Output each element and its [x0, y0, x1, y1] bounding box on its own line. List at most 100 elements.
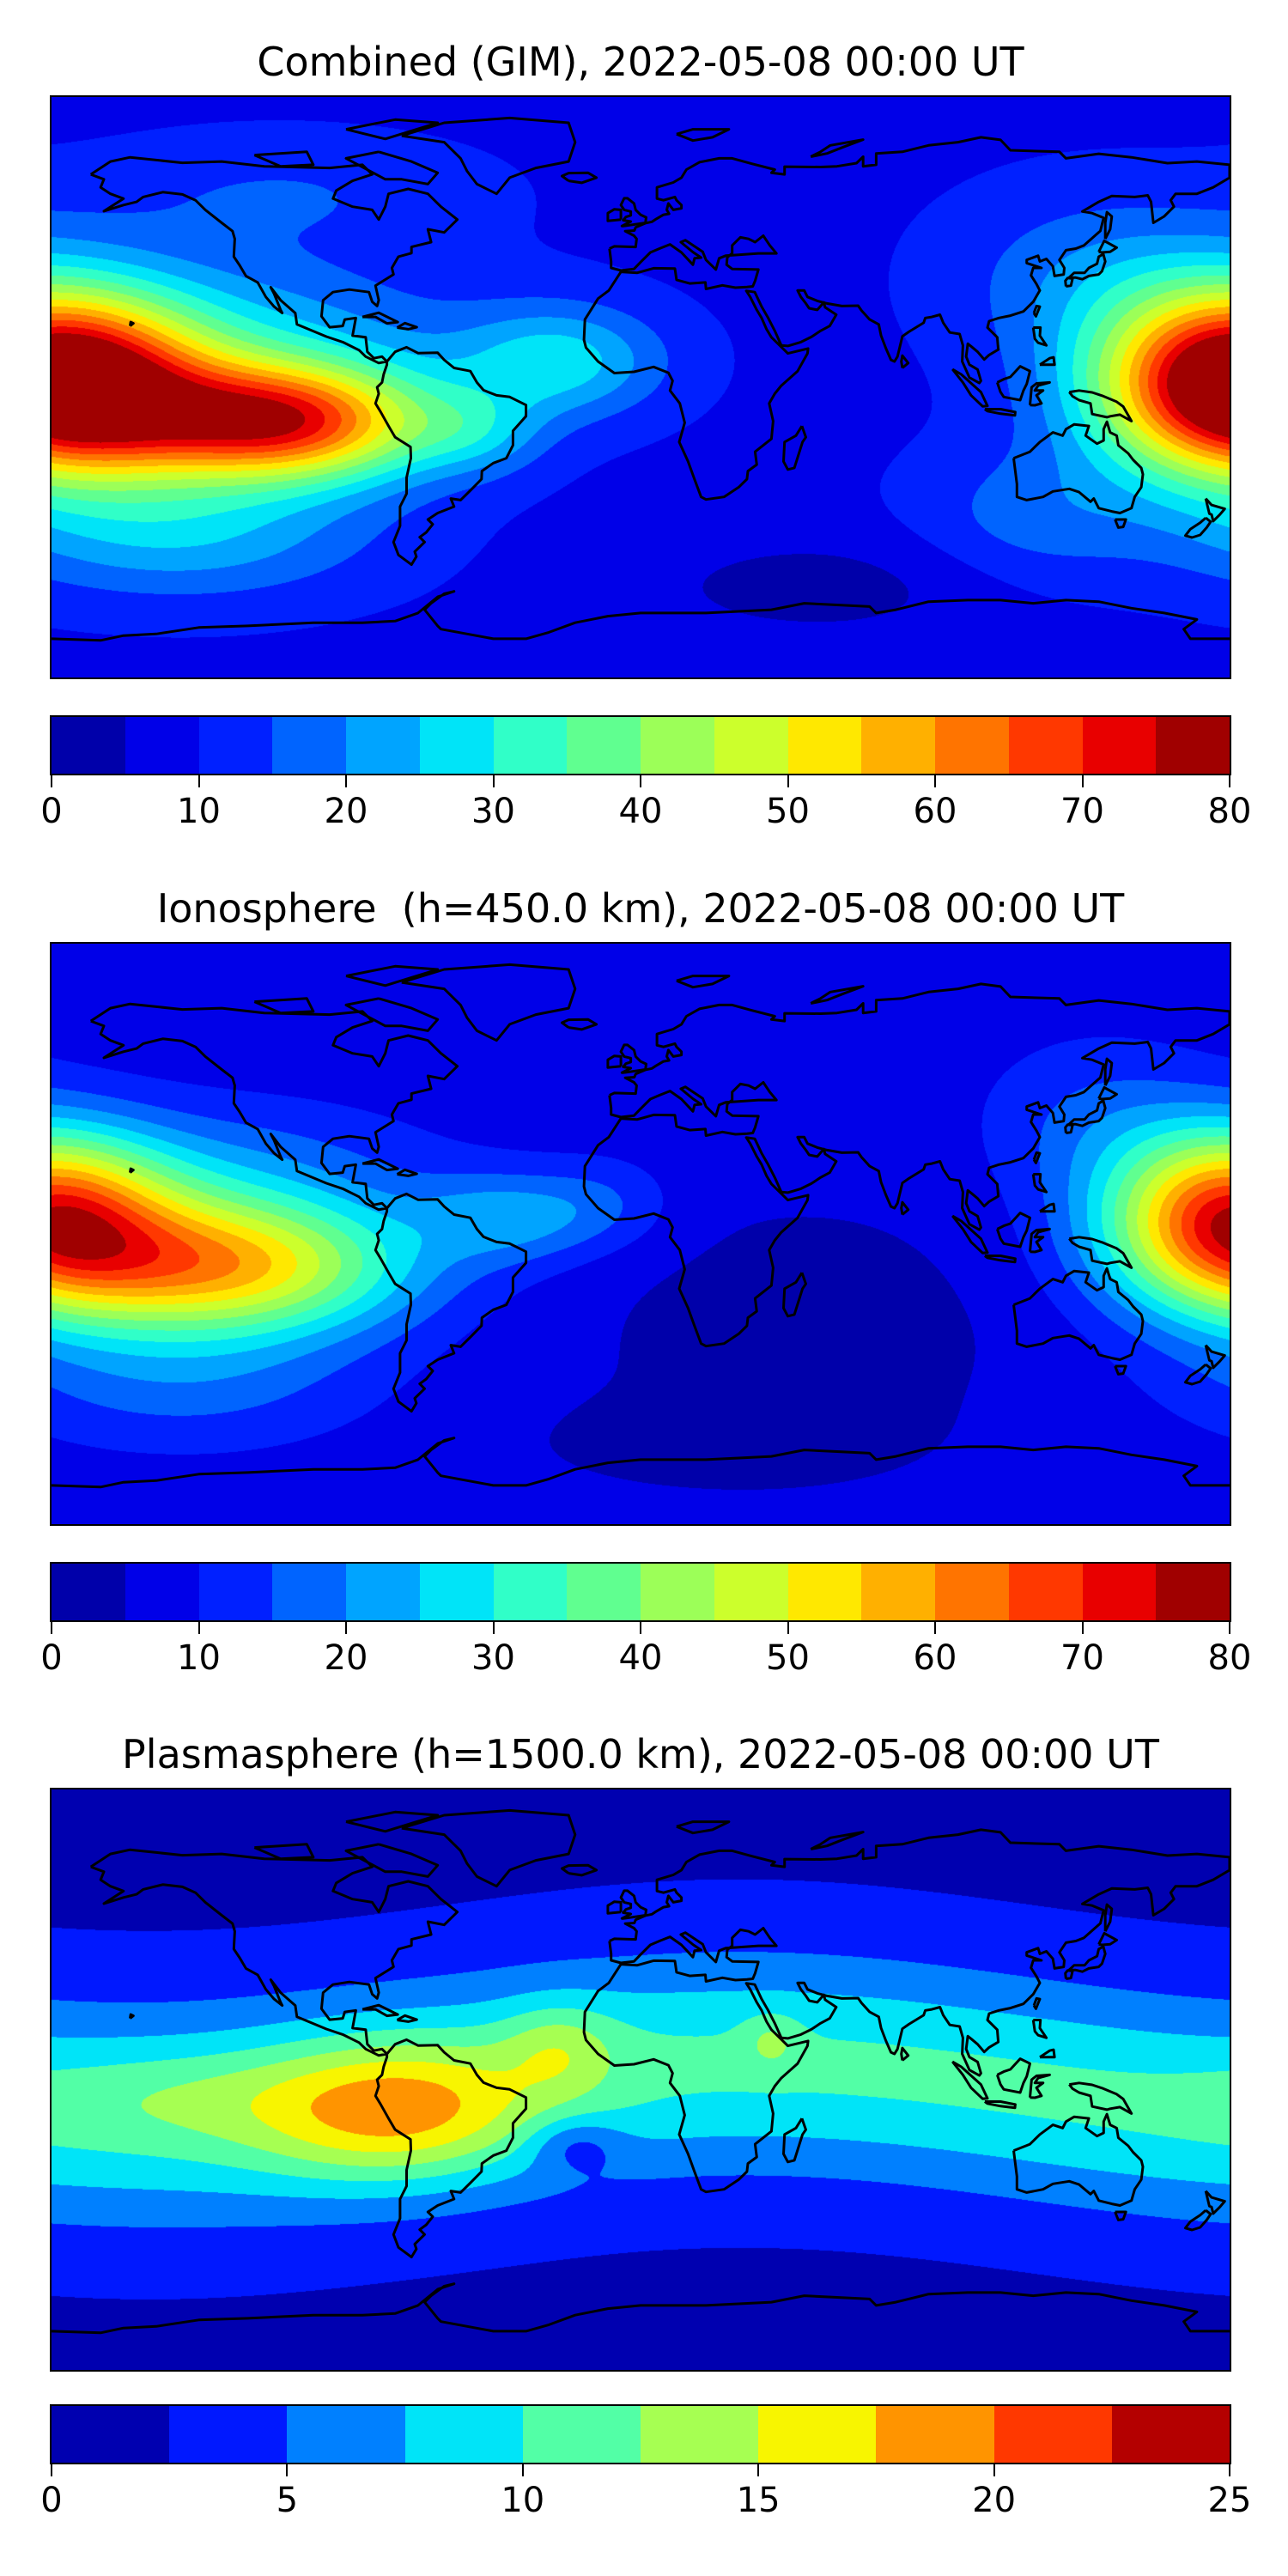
coastline [1103, 210, 1114, 240]
colorbar-tick [51, 2464, 52, 2476]
colorbar-tick-label: 0 [40, 2481, 63, 2520]
coastline [129, 320, 135, 327]
coastline [374, 1192, 528, 1413]
coastline [810, 138, 865, 158]
colorbar-tick-label: 20 [324, 792, 368, 831]
colorbar-level [272, 1564, 346, 1620]
coastline [1067, 1099, 1107, 1127]
colorbar-tick-label: 25 [1207, 2481, 1252, 2520]
colorbar-tick-label: 70 [1060, 1638, 1104, 1678]
colorbar-level [567, 1564, 641, 1620]
coastline [361, 311, 399, 325]
colorbar-tick-label: 15 [736, 2481, 781, 2520]
coastline [52, 1437, 1230, 1489]
coastline [619, 1889, 647, 1920]
tec-map-combined [50, 95, 1231, 679]
coastline [1184, 1363, 1212, 1386]
coastline [1184, 2208, 1212, 2232]
coastline [89, 155, 459, 365]
colorbar-level [522, 2406, 641, 2463]
coastline [401, 1808, 577, 1888]
coastline [253, 150, 315, 168]
coastline [1068, 2081, 1133, 2115]
coastline [951, 2060, 989, 2100]
coastline [951, 1214, 989, 1255]
coastline [361, 2003, 399, 2018]
coastline [1184, 516, 1212, 539]
colorbar-tick [640, 1622, 641, 1634]
colorbar-tick-label: 10 [501, 2481, 545, 2520]
coastline [582, 136, 1230, 501]
coastline [1114, 2210, 1127, 2221]
colorbar-tick [993, 2464, 995, 2476]
colorbar-tick-label: 0 [40, 1638, 63, 1678]
colorbar-tick-label: 80 [1207, 792, 1252, 831]
tec-map-plasmasphere [50, 1788, 1231, 2372]
colorbar-plasmasphere [50, 2404, 1231, 2464]
colorbar-level [641, 2406, 759, 2463]
colorbar-tick-label: 20 [972, 2481, 1017, 2520]
coastline [1064, 1123, 1074, 1134]
coastline [1067, 252, 1107, 281]
coastline [344, 150, 440, 185]
colorbar-level [1082, 1564, 1157, 1620]
coastline [1032, 304, 1042, 318]
colorbar-level [935, 717, 1009, 774]
coastline [810, 1831, 865, 1850]
colorbar-tick [1229, 775, 1230, 787]
colorbar-tick [51, 775, 52, 787]
coastline [396, 1168, 418, 1177]
coastline [676, 128, 731, 143]
colorbar-tick [197, 1622, 200, 1634]
colorbar-level [993, 2406, 1112, 2463]
coastline [1039, 1202, 1056, 1213]
coastline [619, 197, 647, 228]
coastline [89, 1848, 459, 2057]
colorbar-level [52, 2406, 170, 2463]
coastline [345, 1810, 440, 1833]
colorbar-level [198, 1564, 273, 1620]
coastline [1012, 2112, 1145, 2207]
coastline [396, 2014, 418, 2023]
coastline [1103, 1903, 1114, 1932]
coastline [344, 997, 440, 1032]
colorbar-level [419, 1564, 494, 1620]
colorbar-level [346, 717, 420, 774]
colorbar-level [287, 2406, 405, 2463]
colorbar-tick-label: 30 [471, 792, 515, 831]
colorbar-level [787, 717, 862, 774]
colorbar-tick [1081, 1622, 1084, 1634]
coastline [1097, 1932, 1118, 1947]
colorbar-level [52, 1564, 125, 1620]
coastline [995, 1212, 1031, 1249]
coastline [1097, 240, 1118, 254]
colorbar-level [1082, 717, 1157, 774]
coastline [606, 1900, 623, 1915]
coastlines [52, 963, 1230, 1489]
coastline [676, 975, 731, 989]
coastline [1032, 1151, 1042, 1164]
colorbar-level [641, 1564, 714, 1620]
coastline [995, 2057, 1031, 2094]
colorbar-level [125, 1564, 199, 1620]
coastline [1029, 1227, 1051, 1254]
colorbar-ionosphere [50, 1562, 1231, 1622]
colorbar-level [346, 1564, 420, 1620]
coastline [401, 963, 577, 1042]
coastline [582, 982, 1230, 1348]
colorbar-level [714, 1564, 788, 1620]
coastline [1204, 1344, 1226, 1370]
colorbar-tick [1229, 1622, 1230, 1634]
colorbar-tick-label: 40 [618, 792, 663, 831]
colorbar-tick [640, 775, 641, 787]
colorbar-level [567, 717, 641, 774]
coastline [1031, 2019, 1048, 2039]
coastline [361, 1157, 399, 1172]
colorbar-tick [521, 2464, 524, 2476]
colorbar-level [493, 1564, 568, 1620]
coastline [1097, 1086, 1118, 1101]
coastline [345, 964, 440, 987]
colorbar-tick-label: 50 [766, 792, 810, 831]
coastline [984, 1255, 1017, 1264]
colorbar-tick-label: 0 [40, 792, 63, 831]
